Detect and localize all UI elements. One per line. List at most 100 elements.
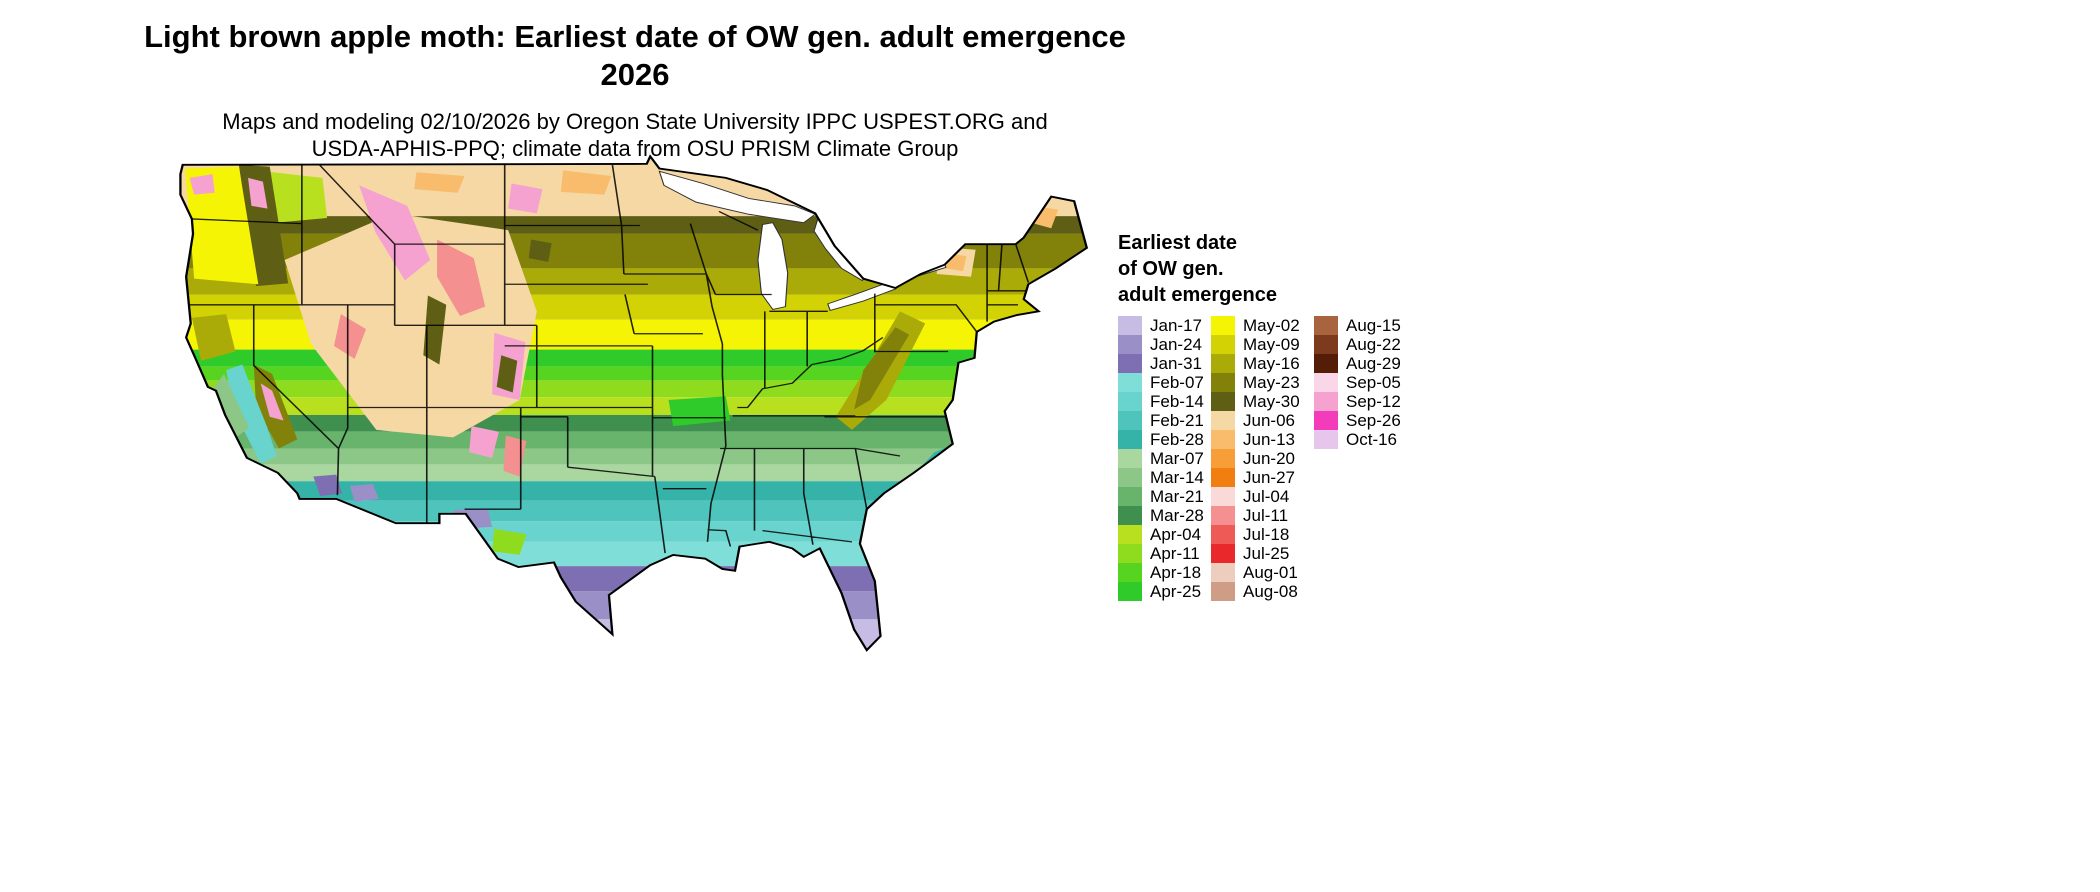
legend-label: May-02 bbox=[1243, 315, 1300, 335]
band-apr11 bbox=[180, 380, 1087, 398]
legend-label: Jun-20 bbox=[1243, 448, 1295, 468]
band-apr18 bbox=[180, 366, 1087, 381]
patch-yuma-purple bbox=[350, 484, 379, 502]
legend-column-1: Jan-17 Jan-24 Jan-31 Feb-07 Feb-14 Feb-21 Feb-… bbox=[1118, 316, 1204, 601]
patch-cascade-peaks-pink bbox=[248, 177, 268, 209]
legend-row: Jan-24 bbox=[1118, 335, 1204, 354]
patch-klamath-olive bbox=[191, 314, 236, 361]
legend-row: May-09 bbox=[1211, 335, 1300, 354]
legend-color-swatch bbox=[1314, 354, 1338, 373]
legend-label: Aug-15 bbox=[1346, 315, 1401, 335]
legend-label: Apr-18 bbox=[1150, 562, 1202, 582]
legend-row: Jul-11 bbox=[1211, 506, 1300, 525]
legend-row: May-16 bbox=[1211, 354, 1300, 373]
legend-color-swatch bbox=[1211, 411, 1235, 430]
legend-row: Sep-12 bbox=[1314, 392, 1401, 411]
legend-row: May-02 bbox=[1211, 316, 1300, 335]
patch-adirondacks-orange bbox=[945, 253, 967, 272]
legend-row: May-30 bbox=[1211, 392, 1300, 411]
patch-snm-purple bbox=[453, 508, 493, 529]
legend-label: Jul-18 bbox=[1243, 524, 1290, 544]
legend-label: Jan-24 bbox=[1150, 334, 1202, 354]
legend-label: Aug-08 bbox=[1243, 581, 1298, 601]
patch-co-rockies-dark bbox=[496, 355, 518, 393]
legend-label: Mar-28 bbox=[1150, 505, 1204, 525]
legend-column-2: May-02 May-09 May-16 May-23 May-30 Jun-06 Jun-… bbox=[1211, 316, 1300, 601]
legend-row: Jul-04 bbox=[1211, 487, 1300, 506]
legend-row: Jan-31 bbox=[1118, 354, 1204, 373]
patch-mogollon-pink bbox=[469, 426, 499, 458]
legend-color-swatch bbox=[1314, 316, 1338, 335]
map-title-line1: Light brown apple moth: Earliest date of… bbox=[144, 19, 1126, 54]
legend-row: Mar-07 bbox=[1118, 449, 1204, 468]
legend-color-swatch bbox=[1314, 392, 1338, 411]
legend-row: Feb-14 bbox=[1118, 392, 1204, 411]
legend-title-line3: adult emergence bbox=[1118, 284, 1277, 306]
legend-label: Mar-14 bbox=[1150, 467, 1204, 487]
state-borders bbox=[187, 161, 1033, 554]
legend-color-swatch bbox=[1211, 335, 1235, 354]
band-feb14 bbox=[180, 521, 1087, 542]
legend-row: Jun-06 bbox=[1211, 411, 1300, 430]
legend-row: Feb-07 bbox=[1118, 373, 1204, 392]
legend-label: Jul-25 bbox=[1243, 543, 1290, 563]
legend-label: Feb-21 bbox=[1150, 410, 1204, 430]
legend-row: Aug-22 bbox=[1314, 335, 1401, 354]
lake-superior bbox=[658, 170, 817, 224]
legend-row: Apr-25 bbox=[1118, 582, 1204, 601]
band-jan24 bbox=[180, 591, 1087, 620]
legend-color-swatch bbox=[1118, 373, 1142, 392]
band-feb28 bbox=[180, 481, 1087, 501]
legend-color-swatch bbox=[1211, 392, 1235, 411]
legend-row: Jan-17 bbox=[1118, 316, 1204, 335]
map-title-year: 2026 bbox=[600, 56, 670, 92]
band-feb07 bbox=[180, 541, 1087, 567]
legend-label: Jul-04 bbox=[1243, 486, 1290, 506]
legend-label: Feb-28 bbox=[1150, 429, 1204, 449]
legend-label: Jun-27 bbox=[1243, 467, 1295, 487]
legend-color-swatch bbox=[1211, 468, 1235, 487]
legend-label: May-16 bbox=[1243, 353, 1300, 373]
legend-row: Mar-28 bbox=[1118, 506, 1204, 525]
legend-row: Apr-11 bbox=[1118, 544, 1204, 563]
legend-label: Aug-22 bbox=[1346, 334, 1401, 354]
legend-row: Jun-13 bbox=[1211, 430, 1300, 449]
legend-label: Sep-26 bbox=[1346, 410, 1401, 430]
patch-ozarks-green bbox=[668, 396, 731, 427]
legend-row: May-23 bbox=[1211, 373, 1300, 392]
band-jan31 bbox=[180, 566, 1087, 592]
legend-label: Mar-07 bbox=[1150, 448, 1204, 468]
legend-row: Feb-21 bbox=[1118, 411, 1204, 430]
band-feb21 bbox=[180, 500, 1087, 522]
legend-label: Apr-04 bbox=[1150, 524, 1202, 544]
legend-color-swatch bbox=[1118, 582, 1142, 601]
patch-north-mn-orange bbox=[560, 170, 612, 195]
legend-color-swatch bbox=[1211, 316, 1235, 335]
legend-row: Aug-29 bbox=[1314, 354, 1401, 373]
band-mar14 bbox=[180, 448, 1087, 465]
legend-label: Aug-29 bbox=[1346, 353, 1401, 373]
legend-color-swatch bbox=[1118, 430, 1142, 449]
band-apr25 bbox=[180, 349, 1087, 367]
legend-label: Apr-11 bbox=[1150, 543, 1200, 563]
legend-row: Apr-04 bbox=[1118, 525, 1204, 544]
legend-label: Sep-12 bbox=[1346, 391, 1401, 411]
band-mar07 bbox=[180, 464, 1087, 482]
lake-michigan bbox=[757, 222, 789, 311]
legend-label: Jun-13 bbox=[1243, 429, 1295, 449]
legend-color-swatch bbox=[1118, 468, 1142, 487]
legend-label: Feb-14 bbox=[1150, 391, 1204, 411]
legend-color-swatch bbox=[1118, 392, 1142, 411]
legend-color-swatch bbox=[1118, 354, 1142, 373]
legend-row: Aug-08 bbox=[1211, 582, 1300, 601]
map-subtitle-line1: Maps and modeling 02/10/2026 by Oregon S… bbox=[222, 108, 1048, 134]
map-title: Light brown apple moth: Earliest date of… bbox=[0, 18, 1270, 94]
legend-color-swatch bbox=[1211, 506, 1235, 525]
legend-row: Oct-16 bbox=[1314, 430, 1401, 449]
legend-row: Mar-14 bbox=[1118, 468, 1204, 487]
patch-ca-coast-range bbox=[210, 373, 250, 440]
map-raster-layer bbox=[180, 156, 1087, 651]
legend-label: Feb-07 bbox=[1150, 372, 1204, 392]
map-subtitle: Maps and modeling 02/10/2026 by Oregon S… bbox=[0, 108, 1270, 163]
patch-wtx-highlands-green bbox=[492, 528, 527, 555]
